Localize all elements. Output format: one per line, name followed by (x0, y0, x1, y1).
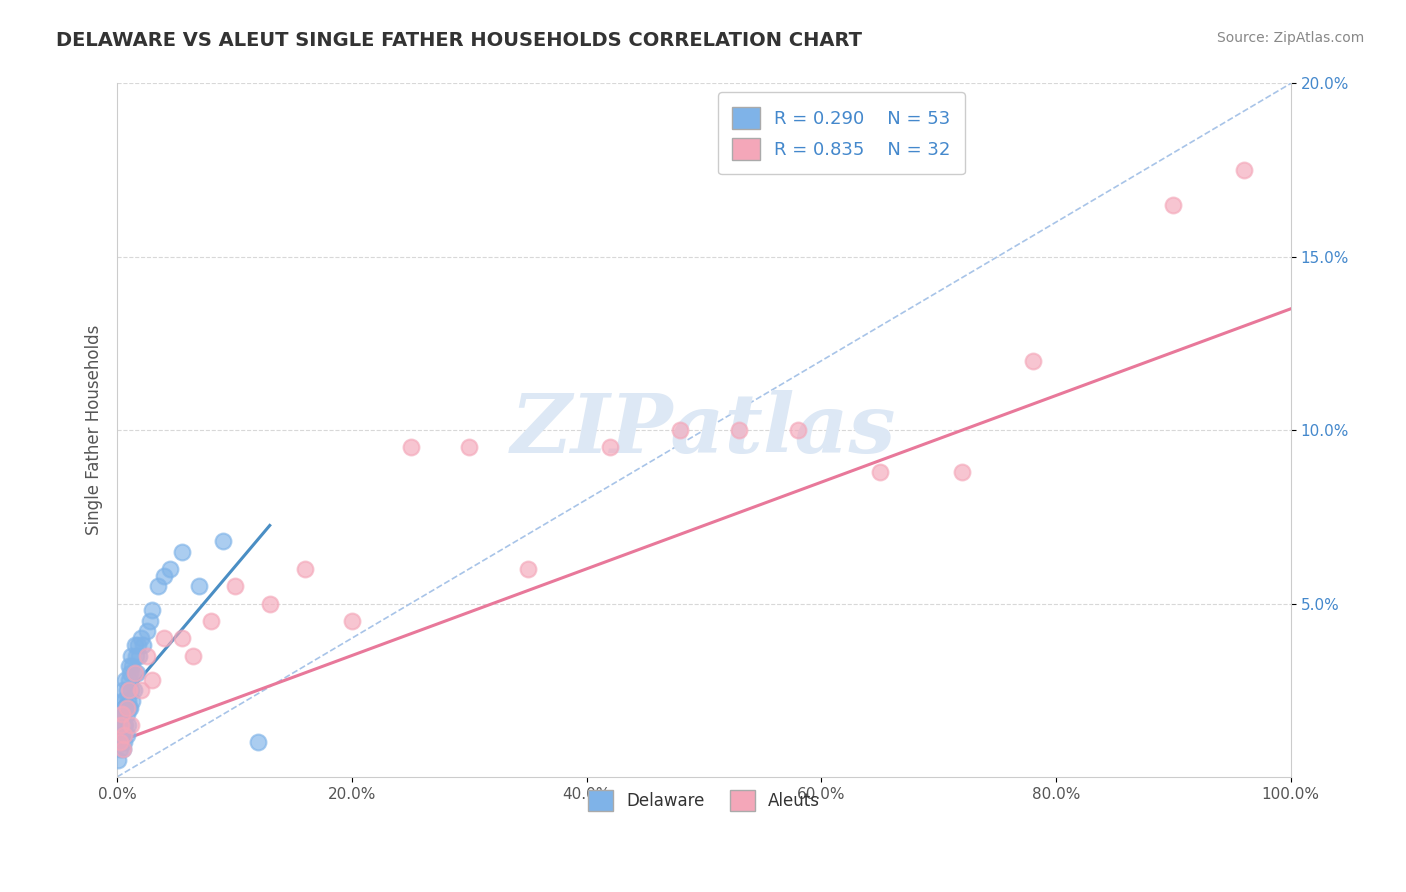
Point (153, 631, 176, 645)
Point (1021, 353, 1043, 368)
Point (247, 735, 270, 749)
Point (114, 718, 136, 732)
Point (111, 728, 134, 742)
Point (122, 683, 145, 698)
Point (108, 735, 131, 749)
Point (399, 441, 422, 455)
Point (112, 718, 135, 732)
Point (259, 597, 281, 611)
Point (159, 562, 181, 576)
Point (112, 742, 135, 756)
Legend: Delaware, Aleuts: Delaware, Aleuts (575, 777, 834, 824)
Point (148, 579, 170, 593)
Point (135, 624, 157, 639)
Point (135, 648, 157, 663)
Point (599, 441, 621, 455)
Point (224, 579, 246, 593)
Point (112, 707, 135, 722)
Point (118, 659, 141, 673)
Point (950, 465, 973, 479)
Point (1163, 198, 1185, 212)
Point (108, 728, 131, 742)
Point (139, 614, 162, 628)
Point (124, 665, 146, 680)
Point (120, 718, 142, 732)
Point (115, 683, 138, 698)
Point (183, 648, 205, 663)
Point (786, 423, 808, 437)
Point (111, 707, 134, 722)
Point (107, 752, 129, 766)
Point (120, 683, 142, 698)
Point (110, 718, 132, 732)
Point (132, 638, 155, 652)
Point (121, 659, 143, 673)
Point (115, 700, 138, 714)
Y-axis label: Single Father Households: Single Father Households (86, 325, 103, 535)
Point (458, 441, 481, 455)
Point (170, 544, 193, 558)
Point (124, 638, 146, 652)
Point (114, 673, 136, 687)
Point (118, 673, 141, 687)
Point (153, 568, 176, 582)
Point (108, 742, 131, 756)
Point (129, 683, 152, 698)
Point (125, 648, 148, 663)
Point (170, 631, 193, 645)
Point (121, 693, 143, 707)
Point (112, 693, 135, 707)
Point (516, 562, 538, 576)
Point (112, 728, 135, 742)
Point (111, 707, 134, 722)
Point (118, 700, 141, 714)
Point (128, 648, 150, 663)
Point (118, 683, 141, 698)
Point (112, 735, 135, 749)
Point (114, 700, 136, 714)
Point (129, 631, 152, 645)
Point (1233, 163, 1256, 178)
Point (141, 673, 163, 687)
Point (120, 665, 142, 680)
Point (728, 423, 751, 437)
Point (115, 707, 138, 722)
Point (120, 648, 142, 663)
Text: ZIPatlas: ZIPatlas (512, 390, 897, 470)
Point (112, 742, 135, 756)
Point (294, 562, 316, 576)
Point (124, 665, 146, 680)
Point (117, 693, 139, 707)
Text: Source: ZipAtlas.com: Source: ZipAtlas.com (1216, 31, 1364, 45)
Point (117, 718, 139, 732)
Text: DELAWARE VS ALEUT SINGLE FATHER HOUSEHOLDS CORRELATION CHART: DELAWARE VS ALEUT SINGLE FATHER HOUSEHOL… (56, 31, 862, 50)
Point (112, 683, 135, 698)
Point (112, 728, 135, 742)
Point (869, 465, 891, 479)
Point (111, 693, 134, 707)
Point (110, 735, 132, 749)
Point (110, 718, 132, 732)
Point (141, 603, 163, 617)
Point (110, 707, 132, 722)
Point (115, 728, 138, 742)
Point (120, 700, 142, 714)
Point (188, 579, 211, 593)
Point (200, 614, 222, 628)
Point (107, 735, 129, 749)
Point (669, 423, 692, 437)
Point (127, 638, 149, 652)
Point (340, 614, 363, 628)
Point (127, 665, 149, 680)
Point (211, 534, 233, 549)
